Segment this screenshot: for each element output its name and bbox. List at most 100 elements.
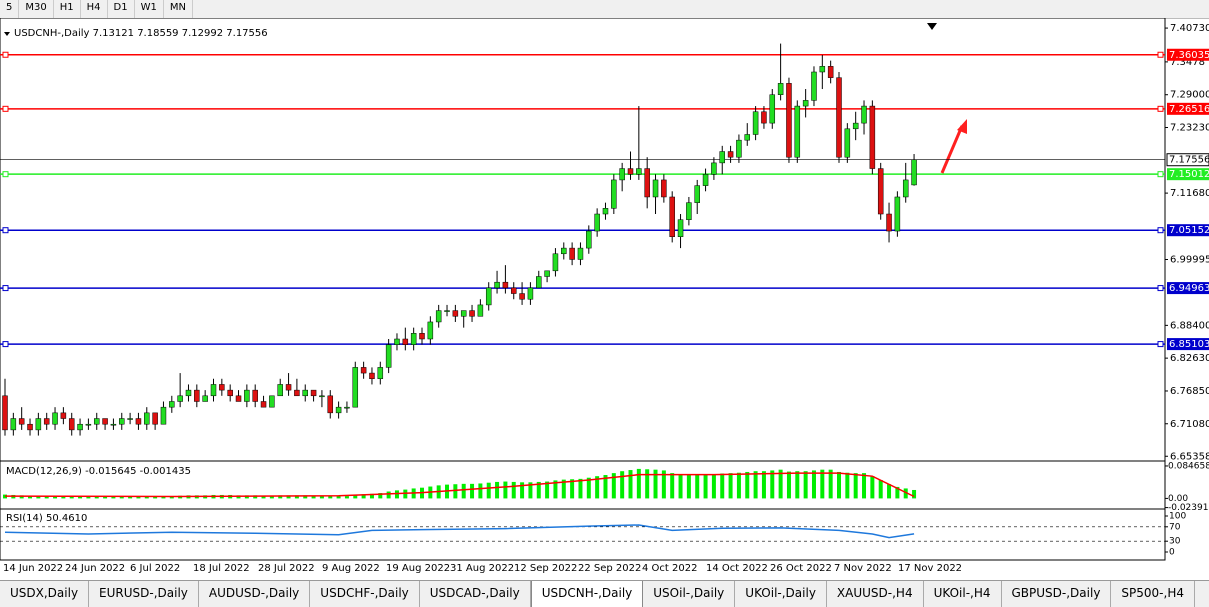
level-label: 7.26516 xyxy=(1169,104,1209,115)
candle-body xyxy=(561,247,567,255)
timeframe-button[interactable]: M30 xyxy=(19,0,54,18)
macd-bar xyxy=(745,471,750,499)
candle-body xyxy=(786,83,792,158)
macd-bar xyxy=(144,496,149,499)
plot-frame xyxy=(0,18,1166,561)
rsi-tick-label: 30 xyxy=(1169,537,1181,547)
macd-bar xyxy=(653,469,658,499)
level-handle xyxy=(2,285,9,292)
macd-bar xyxy=(161,496,166,499)
chart-tab[interactable]: UKOil-,Daily xyxy=(735,581,827,607)
candle-body xyxy=(852,122,859,130)
macd-bar xyxy=(28,495,33,499)
macd-bar xyxy=(903,488,908,499)
candle-body xyxy=(227,389,233,397)
macd-bar xyxy=(578,478,583,499)
macd-bar xyxy=(169,496,174,499)
candle-body xyxy=(577,247,584,260)
candle-body xyxy=(460,310,467,317)
chart-tab[interactable]: EURUSD-,Daily xyxy=(89,581,199,607)
candle-body xyxy=(669,196,675,237)
macd-bar xyxy=(845,472,850,499)
chart-tab[interactable]: XAUUSD-,H4 xyxy=(827,581,924,607)
chart-tab[interactable]: USDCAD-,Daily xyxy=(420,581,531,607)
macd-bar xyxy=(278,495,283,499)
x-tick-label: 12 Sep 2022 xyxy=(514,563,577,574)
chart-tab[interactable]: USDX,Daily xyxy=(0,581,90,607)
candle-body xyxy=(210,384,217,397)
candle-body xyxy=(494,281,500,289)
candle-body xyxy=(836,77,842,158)
macd-bar xyxy=(378,493,383,499)
chart-tab[interactable]: USOil-,Daily xyxy=(643,581,736,607)
timeframe-button[interactable]: H4 xyxy=(81,0,108,18)
macd-bar xyxy=(153,496,158,499)
candle-body xyxy=(335,406,342,414)
level-label: 7.36035 xyxy=(1169,50,1209,61)
macd-bar xyxy=(736,472,741,499)
chart-tab[interactable]: USDCNH-,Daily xyxy=(530,581,644,607)
timeframe-button[interactable]: MN xyxy=(164,0,193,18)
macd-bar xyxy=(520,482,525,499)
candle-body xyxy=(761,111,767,124)
candle-body xyxy=(452,310,459,317)
timeframe-toolbar: 5 M30 H1 H4 D1 W1 MN xyxy=(0,0,1209,19)
macd-bar xyxy=(78,496,83,499)
chart-tab[interactable]: GBPUSD-,Daily xyxy=(1002,581,1112,607)
chart-tab[interactable]: USDCHF-,Daily xyxy=(310,581,420,607)
candle-body xyxy=(18,418,25,425)
macd-bar xyxy=(761,471,766,499)
level-handle xyxy=(2,51,9,58)
macd-bar xyxy=(586,477,591,499)
timeframe-button[interactable]: W1 xyxy=(135,0,164,18)
y-tick-label: 6.65358 xyxy=(1170,451,1209,462)
macd-bar xyxy=(344,496,349,499)
candle-body xyxy=(811,71,817,101)
candle-body xyxy=(752,111,759,135)
candle-body xyxy=(886,213,892,232)
macd-bar xyxy=(711,474,716,499)
candle-body xyxy=(119,418,125,425)
macd-bar xyxy=(686,475,691,499)
candle-body xyxy=(702,173,709,186)
timeframe-button[interactable]: D1 xyxy=(108,0,135,18)
candle-body xyxy=(135,418,142,425)
macd-bar xyxy=(837,471,841,499)
candle-body xyxy=(27,423,33,431)
macd-bar xyxy=(136,496,141,499)
candle-body xyxy=(394,338,400,345)
chart-tab[interactable]: SP500-,H4 xyxy=(1111,581,1195,607)
macd-bar xyxy=(311,495,316,499)
candle-body xyxy=(269,395,275,408)
candle-body xyxy=(510,287,517,294)
level-label-bg xyxy=(1167,102,1209,115)
candle-body xyxy=(35,418,42,431)
rsi-tick-label: 100 xyxy=(1169,512,1186,522)
timeframe-button[interactable]: H1 xyxy=(54,0,81,18)
candle-body xyxy=(777,83,784,95)
macd-bar xyxy=(103,496,108,499)
chart-tab[interactable]: UKOil-,H4 xyxy=(924,581,1002,607)
y-tick-label: 7.11680 xyxy=(1170,188,1209,199)
chart-tab[interactable]: AUDUSD-,Daily xyxy=(199,581,311,607)
candle-body xyxy=(52,412,58,425)
level-label-bg xyxy=(1167,48,1209,61)
macd-bar xyxy=(661,470,666,499)
menu-marker xyxy=(4,32,10,36)
rsi-label: RSI(14) 50.4610 xyxy=(6,513,87,524)
macd-bar xyxy=(553,480,558,499)
timeframe-button[interactable]: 5 xyxy=(0,0,20,18)
candle-body xyxy=(110,423,117,426)
candle-body xyxy=(10,418,17,431)
candle-body xyxy=(686,202,692,220)
macd-bar xyxy=(536,481,541,499)
close: 7.17556 xyxy=(226,28,267,39)
macd-bar xyxy=(870,476,875,499)
candle-body xyxy=(327,395,334,414)
candle-body xyxy=(219,384,225,391)
macd-bar xyxy=(862,473,867,499)
price-label-bg xyxy=(1166,153,1209,167)
candle-body xyxy=(719,151,725,164)
candle-body xyxy=(869,105,876,169)
candle-body xyxy=(260,401,267,408)
